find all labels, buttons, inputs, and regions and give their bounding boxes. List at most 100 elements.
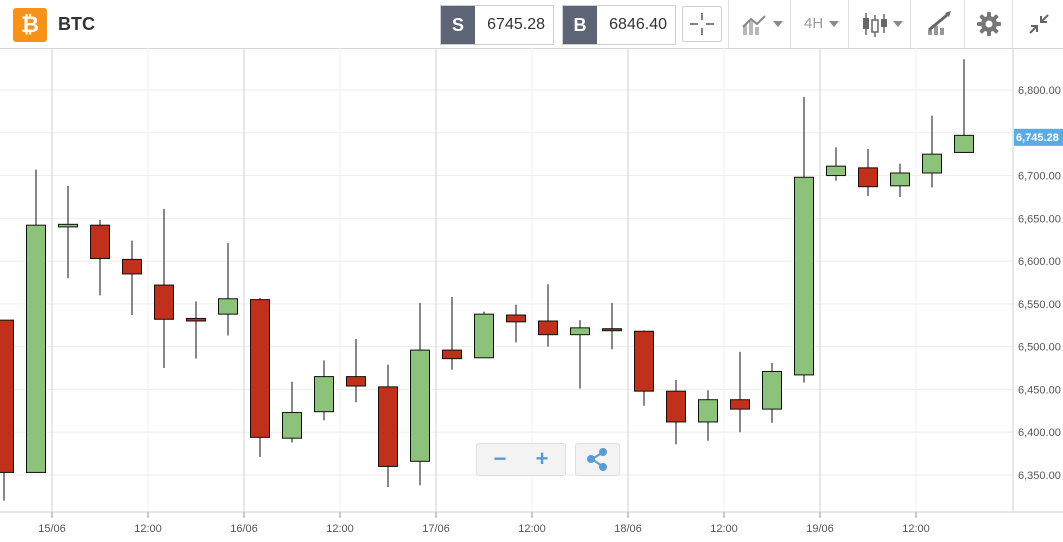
- candle: [602, 303, 622, 350]
- chevron-down-icon: [893, 21, 903, 27]
- candle: [730, 351, 750, 433]
- share-button[interactable]: [575, 443, 620, 476]
- chevron-down-icon: [773, 21, 783, 27]
- candle: [378, 364, 398, 487]
- candle-body-up: [826, 165, 846, 177]
- sell-label: S: [441, 6, 475, 44]
- x-tick-label: 12:00: [902, 523, 930, 535]
- timeframe-select[interactable]: 4H: [790, 0, 849, 48]
- candle: [346, 338, 366, 403]
- candle: [282, 381, 302, 443]
- candle: [250, 297, 270, 458]
- sell-price: 6745.28: [487, 16, 545, 33]
- candle-body-down: [378, 386, 398, 467]
- zoom-in-button[interactable]: +: [535, 446, 549, 471]
- bitcoin-logo-icon: ₿: [13, 8, 47, 42]
- candle: [538, 284, 558, 347]
- candlestick-icon: [863, 13, 887, 37]
- candle: [666, 380, 686, 445]
- settings-button[interactable]: [964, 0, 1013, 48]
- chevron-down-icon: [829, 21, 839, 27]
- candle-body-down: [90, 224, 110, 260]
- candle: [218, 243, 238, 336]
- candle-body-down: [154, 284, 174, 320]
- candle: [826, 147, 846, 181]
- x-tick-label: 12:00: [710, 523, 738, 535]
- candle: [506, 304, 526, 343]
- candle: [698, 390, 718, 441]
- candle: [794, 96, 814, 383]
- candle-body-up: [26, 224, 46, 473]
- zoom-controls: − +: [476, 443, 566, 476]
- x-tick-label: 16/06: [230, 523, 258, 535]
- candle-body-up: [474, 313, 494, 359]
- sell-price-button[interactable]: S 6745.28: [440, 5, 554, 45]
- candle-body-up: [282, 412, 302, 439]
- candle-body-down: [442, 349, 462, 360]
- candle-body-down: [186, 317, 206, 322]
- candle: [410, 303, 430, 486]
- y-tick-label: 6,500.00: [1018, 342, 1061, 354]
- candle: [90, 220, 110, 296]
- candle: [922, 115, 942, 188]
- collapse-icon: [1029, 14, 1049, 34]
- drawing-tools-icon: [928, 11, 951, 35]
- candle-body-up: [922, 153, 942, 174]
- timeframe-label: 4H: [804, 15, 824, 32]
- candle: [26, 169, 46, 473]
- x-tick-label: 12:00: [134, 523, 162, 535]
- x-tick-label: 18/06: [614, 523, 642, 535]
- crosshair-button[interactable]: [682, 6, 722, 42]
- candle-body-down: [346, 376, 366, 387]
- candle: [954, 59, 974, 153]
- candle-body-up: [410, 349, 430, 462]
- candle-body-down: [858, 167, 878, 188]
- y-tick-label: 6,550.00: [1018, 299, 1061, 311]
- chart-type-button[interactable]: [728, 0, 791, 48]
- candle-body-down: [250, 299, 270, 438]
- candle-body-up: [218, 298, 238, 315]
- candle-body-down: [634, 330, 654, 392]
- candle-body-down: [730, 399, 750, 410]
- y-tick-label: 6,350.00: [1018, 470, 1061, 482]
- candle-body-down: [122, 258, 142, 275]
- candle: [58, 185, 78, 279]
- candle-body-up: [314, 376, 334, 413]
- current-price-label: 6,745.28: [1016, 132, 1059, 144]
- x-tick-label: 17/06: [422, 523, 450, 535]
- candle-body-up: [762, 370, 782, 410]
- share-icon: [587, 448, 607, 471]
- candle: [474, 311, 494, 359]
- candle: [762, 362, 782, 423]
- y-tick-label: 6,600.00: [1018, 256, 1061, 268]
- candle: [314, 360, 334, 421]
- y-tick-label: 6,400.00: [1018, 427, 1061, 439]
- candle-body-up: [58, 223, 78, 228]
- candle-body-down: [666, 390, 686, 423]
- x-tick-label: 15/06: [38, 523, 66, 535]
- chart-type-icon: [742, 15, 766, 35]
- collapse-button[interactable]: [1012, 0, 1063, 48]
- y-tick-label: 6,650.00: [1018, 213, 1061, 225]
- x-tick-label: 12:00: [326, 523, 354, 535]
- candle-body-down: [506, 314, 526, 323]
- buy-price-button[interactable]: B 6846.40: [562, 5, 676, 45]
- candle-body-up: [890, 172, 910, 187]
- candle-body-up: [570, 327, 590, 336]
- drawing-tools-button[interactable]: [910, 0, 965, 48]
- candle: [122, 240, 142, 316]
- candle: [634, 330, 654, 406]
- candle: [442, 297, 462, 370]
- candle-body-up: [954, 134, 974, 153]
- x-tick-label: 12:00: [518, 523, 546, 535]
- buy-price: 6846.40: [609, 16, 667, 33]
- candle: [570, 320, 590, 389]
- candle-style-button[interactable]: [848, 0, 911, 48]
- y-tick-label: 6,700.00: [1018, 171, 1061, 183]
- candle-body-down: [602, 328, 622, 332]
- zoom-out-button[interactable]: −: [493, 446, 507, 471]
- y-tick-label: 6,450.00: [1018, 384, 1061, 396]
- candle-body-down: [0, 319, 14, 473]
- buy-label: B: [563, 6, 597, 44]
- candlestick-chart[interactable]: 6,350.00 6,400.00 6,450.00 6,500.00 6,550.00…: [0, 48, 1063, 542]
